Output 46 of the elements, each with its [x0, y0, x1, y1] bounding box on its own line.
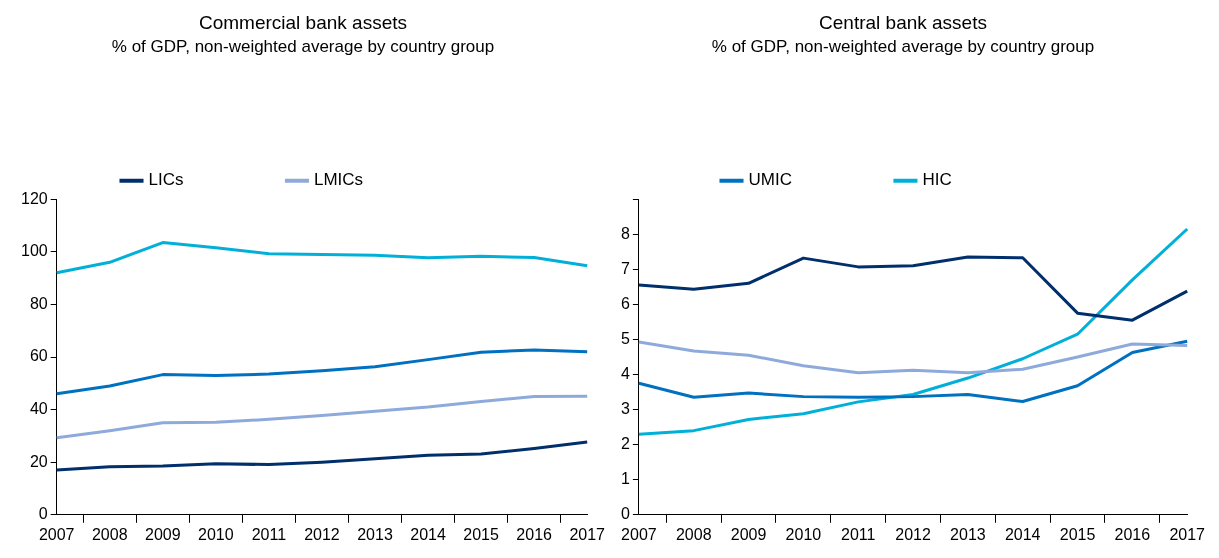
- x-tick-label: 2012: [895, 525, 931, 543]
- x-tick-label: 2017: [569, 525, 606, 543]
- x-tick-label: 2009: [145, 525, 181, 543]
- legend-label: HIC: [922, 170, 952, 190]
- x-tick-label: 2008: [91, 525, 128, 543]
- x-tick-label: 2016: [516, 525, 553, 543]
- x-tick-label: 2014: [410, 525, 446, 543]
- x-tick-label: 2008: [675, 525, 712, 543]
- chart-title: Central bank assets: [819, 11, 987, 33]
- y-tick-label: 3: [620, 400, 630, 418]
- x-tick-label: 2011: [841, 525, 876, 543]
- y-tick-label: 0: [38, 505, 48, 523]
- y-tick-label: 0: [620, 505, 630, 523]
- x-tick-label: 2010: [785, 525, 822, 543]
- y-tick-label: 6: [620, 294, 630, 312]
- y-tick-label: 120: [20, 189, 48, 207]
- x-tick-label: 2015: [463, 525, 499, 543]
- y-tick-label: 40: [29, 400, 48, 418]
- x-tick-label: 2013: [950, 525, 986, 543]
- x-tick-label: 2011: [251, 525, 287, 543]
- y-tick-label: 100: [20, 242, 48, 260]
- x-tick-label: 2013: [357, 525, 393, 543]
- legend-label: LMICs: [313, 170, 364, 190]
- x-tick-label: 2016: [1114, 525, 1151, 543]
- x-tick-label: 2009: [730, 525, 767, 543]
- y-tick-label: 20: [29, 452, 48, 470]
- x-tick-label: 2010: [198, 525, 234, 543]
- x-tick-label: 2017: [1169, 525, 1206, 543]
- y-tick-label: 1: [620, 470, 630, 488]
- y-tick-label: 5: [620, 329, 630, 347]
- y-tick-label: 8: [620, 224, 630, 242]
- x-tick-label: 2012: [304, 525, 340, 543]
- x-tick-label: 2007: [38, 525, 75, 543]
- x-tick-label: 2015: [1059, 525, 1096, 543]
- chart-subtitle: % of GDP, non-weighted average by country group: [711, 36, 1095, 56]
- y-tick-label: 80: [29, 294, 48, 312]
- y-tick-label: 7: [620, 259, 630, 277]
- chart-subtitle: % of GDP, non-weighted average by country group: [111, 36, 495, 56]
- y-tick-label: 4: [620, 364, 630, 382]
- x-tick-label: 2014: [1004, 525, 1041, 543]
- x-tick-label: 2007: [621, 525, 657, 543]
- legend-label: LICs: [148, 170, 184, 190]
- legend-label: UMIC: [748, 170, 792, 190]
- y-tick-label: 2: [620, 435, 630, 453]
- chart-title: Commercial bank assets: [198, 11, 408, 33]
- y-tick-label: 60: [29, 347, 48, 365]
